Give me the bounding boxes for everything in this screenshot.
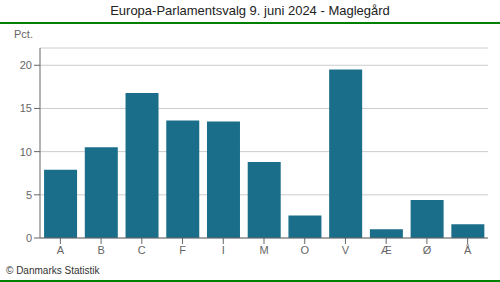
svg-text:O: O (300, 244, 309, 256)
svg-text:0: 0 (26, 232, 32, 244)
svg-text:M: M (259, 244, 268, 256)
html-text:Pct.: Pct. (14, 28, 33, 40)
svg-text:V: V (342, 244, 350, 256)
svg-text:10: 10 (20, 146, 32, 158)
svg-text:C: C (138, 244, 146, 256)
html-text:© Danmarks Statistik: © Danmarks Statistik (6, 265, 100, 276)
svg-text:Ø: Ø (423, 244, 432, 256)
svg-text:I: I (222, 244, 225, 256)
svg-text:Å: Å (464, 244, 472, 256)
svg-text:5: 5 (26, 189, 32, 201)
html-text:Europa-Parlamentsvalg 9. juni: Europa-Parlamentsvalg 9. juni 2024 - Mag… (110, 3, 390, 18)
svg-text:A: A (57, 244, 65, 256)
svg-text:Æ: Æ (381, 244, 392, 256)
svg-text:F: F (179, 244, 186, 256)
svg-text:15: 15 (20, 102, 32, 114)
svg-text:B: B (97, 244, 104, 256)
svg-text:20: 20 (20, 59, 32, 71)
